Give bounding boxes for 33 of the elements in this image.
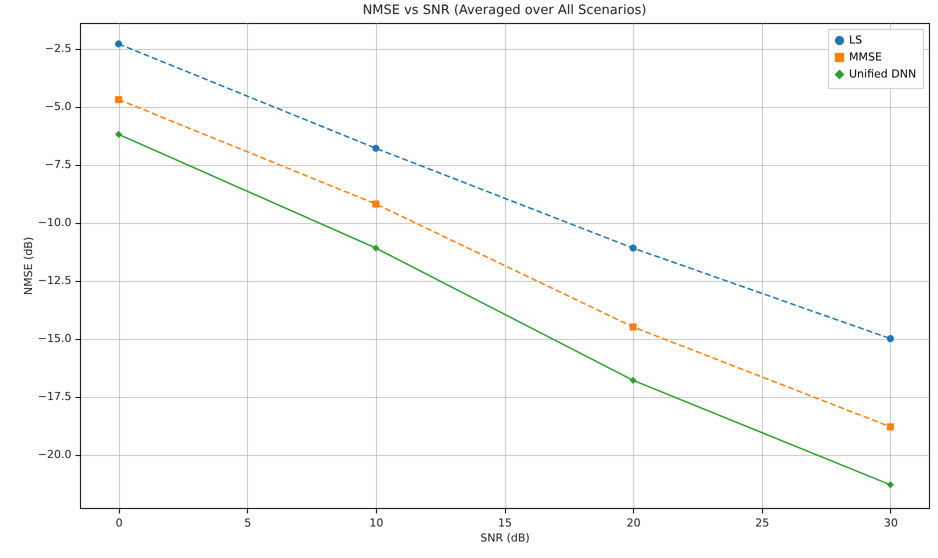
y-tick-label: −2.5 <box>44 42 72 56</box>
legend-label: LS <box>849 34 862 46</box>
point <box>115 40 122 48</box>
point <box>372 244 380 252</box>
y-tick-label: −20.0 <box>38 448 72 462</box>
y-tick-label: −7.5 <box>44 158 72 172</box>
legend-label: Unified DNN <box>849 68 916 80</box>
x-tick-label: 20 <box>626 516 641 530</box>
x-tick-label: 15 <box>498 516 512 530</box>
y-tick-label: −15.0 <box>38 332 72 346</box>
legend-label: MMSE <box>849 50 882 64</box>
point <box>886 423 894 430</box>
y-tick-label: −12.5 <box>38 274 72 288</box>
x-tick-label: 0 <box>116 516 123 530</box>
x-tick-label: 25 <box>755 516 770 530</box>
x-tick-label: 30 <box>884 516 898 530</box>
point <box>630 376 637 384</box>
point <box>372 200 380 208</box>
point <box>886 335 894 342</box>
x-tick-label: 5 <box>244 516 252 530</box>
point <box>372 144 380 152</box>
y-tick-label: −10.0 <box>38 216 72 230</box>
point <box>886 481 894 488</box>
x-axis-title: SNR (dB) <box>480 532 530 544</box>
point <box>630 244 637 252</box>
y-tick-label: −5.0 <box>44 100 72 114</box>
y-tick-label: −17.5 <box>38 390 72 404</box>
point <box>115 96 122 104</box>
point <box>115 130 122 138</box>
point <box>630 323 637 331</box>
chart-title: NMSE vs SNR (Averaged over All Scenarios) <box>362 3 646 18</box>
x-tick-label: 10 <box>369 516 384 530</box>
y-axis-title: NMSE (dB) <box>22 236 35 296</box>
